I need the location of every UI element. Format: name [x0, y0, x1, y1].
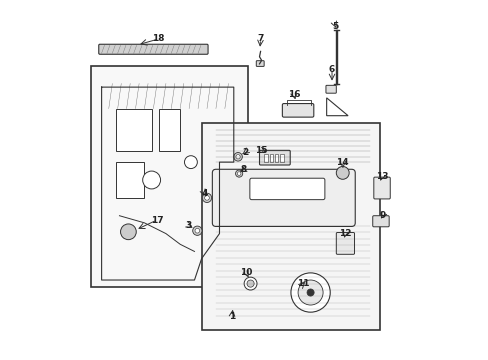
Text: 8: 8 [240, 166, 246, 175]
Circle shape [235, 155, 240, 159]
Text: 2: 2 [242, 148, 248, 157]
Text: 10: 10 [240, 268, 252, 277]
Text: 16: 16 [287, 90, 300, 99]
Circle shape [306, 289, 313, 296]
Circle shape [237, 172, 241, 175]
Text: 12: 12 [338, 229, 351, 238]
Bar [264, 154, 267, 162]
Circle shape [336, 166, 348, 179]
Text: 5: 5 [332, 22, 338, 31]
FancyBboxPatch shape [372, 216, 388, 227]
Text: 17: 17 [150, 216, 163, 225]
Circle shape [246, 280, 254, 287]
Circle shape [290, 273, 329, 312]
Text: 1: 1 [228, 312, 235, 321]
Circle shape [121, 224, 136, 240]
Polygon shape [326, 98, 347, 116]
Bar [280, 154, 283, 162]
Text: 18: 18 [152, 35, 164, 44]
Text: 14: 14 [336, 158, 348, 167]
Circle shape [192, 226, 202, 235]
Text: 4: 4 [201, 189, 207, 198]
Circle shape [202, 193, 211, 203]
FancyBboxPatch shape [336, 233, 354, 254]
Circle shape [233, 153, 242, 161]
Bar [159, 109, 180, 152]
Circle shape [142, 171, 160, 189]
FancyBboxPatch shape [201, 123, 380, 330]
FancyBboxPatch shape [373, 177, 389, 199]
Text: 7: 7 [257, 35, 263, 44]
Circle shape [204, 195, 209, 200]
FancyBboxPatch shape [91, 66, 247, 287]
Bar [116, 162, 144, 198]
FancyBboxPatch shape [259, 150, 290, 165]
Text: 11: 11 [297, 279, 309, 288]
Text: 9: 9 [379, 211, 386, 220]
Bar [274, 154, 278, 162]
Text: 3: 3 [185, 221, 191, 230]
FancyBboxPatch shape [256, 61, 264, 66]
Circle shape [244, 277, 257, 290]
Circle shape [235, 170, 242, 177]
Circle shape [184, 156, 197, 168]
FancyBboxPatch shape [325, 85, 336, 93]
Text: 6: 6 [328, 65, 334, 74]
Circle shape [298, 280, 323, 305]
FancyBboxPatch shape [99, 44, 207, 54]
FancyBboxPatch shape [282, 104, 313, 117]
Bar [116, 109, 151, 152]
FancyBboxPatch shape [249, 178, 324, 200]
Bar [269, 154, 272, 162]
Circle shape [195, 228, 199, 233]
Text: 15: 15 [255, 146, 267, 155]
Text: 13: 13 [375, 172, 387, 181]
FancyBboxPatch shape [212, 169, 354, 226]
